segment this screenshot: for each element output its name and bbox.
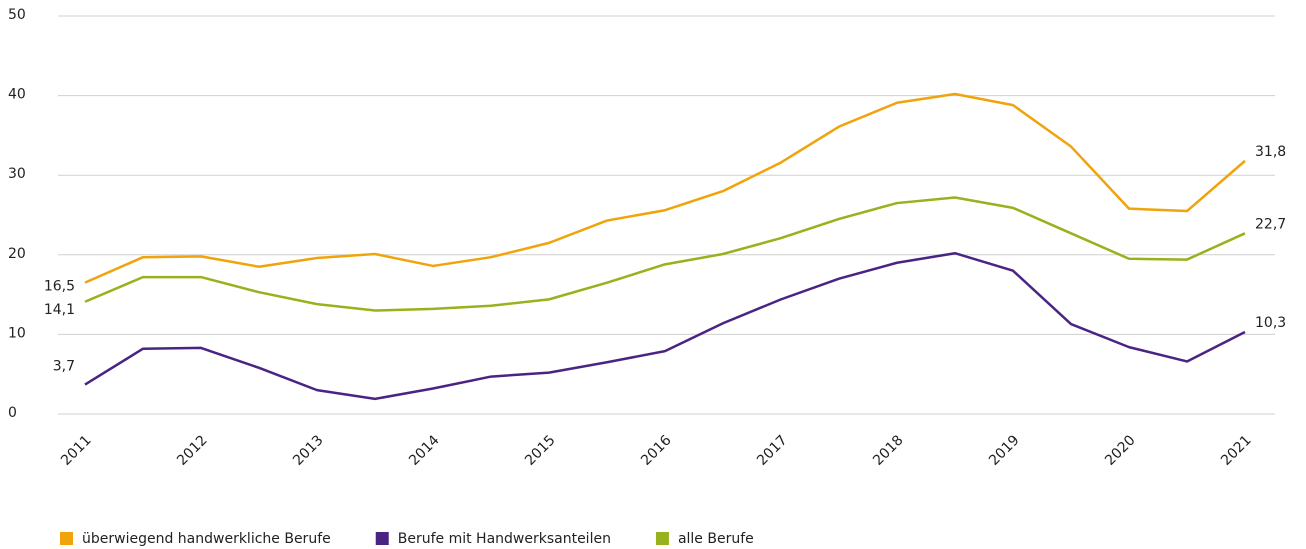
legend-label: Berufe mit Handwerksanteilen xyxy=(398,531,611,547)
series-line xyxy=(84,92,1246,284)
series-line xyxy=(84,251,1246,401)
y-tick-label: 20 xyxy=(8,246,26,262)
data-label: 10,3 xyxy=(1255,315,1286,331)
x-tick-label: 2016 xyxy=(638,432,675,469)
x-tick-label: 2012 xyxy=(174,432,211,469)
data-label: 14,1 xyxy=(44,302,75,318)
y-tick-label: 10 xyxy=(8,325,26,341)
legend-label: überwiegend handwerkliche Berufe xyxy=(82,531,331,547)
data-label: 3,7 xyxy=(53,359,75,375)
legend-label: alle Berufe xyxy=(678,531,754,547)
legend-swatch xyxy=(375,532,389,545)
series-line xyxy=(84,196,1246,312)
y-tick-label: 0 xyxy=(8,405,17,421)
legend-swatch xyxy=(655,532,669,545)
x-tick-label: 2015 xyxy=(522,432,559,469)
y-tick-label: 40 xyxy=(8,87,26,103)
data-label: 31,8 xyxy=(1255,144,1286,160)
x-tick-label: 2018 xyxy=(870,432,907,469)
x-tick-label: 2020 xyxy=(1102,432,1139,469)
x-tick-label: 2017 xyxy=(754,432,791,469)
y-tick-label: 50 xyxy=(8,7,26,23)
x-tick-label: 2019 xyxy=(986,432,1023,469)
x-tick-label: 2021 xyxy=(1218,432,1255,469)
data-label: 22,7 xyxy=(1255,216,1286,232)
data-label: 16,5 xyxy=(44,279,75,295)
legend-swatch xyxy=(60,532,73,545)
x-tick-label: 2011 xyxy=(58,432,95,469)
x-tick-label: 2014 xyxy=(406,432,443,469)
y-tick-label: 30 xyxy=(8,166,26,182)
x-tick-label: 2013 xyxy=(290,432,327,469)
